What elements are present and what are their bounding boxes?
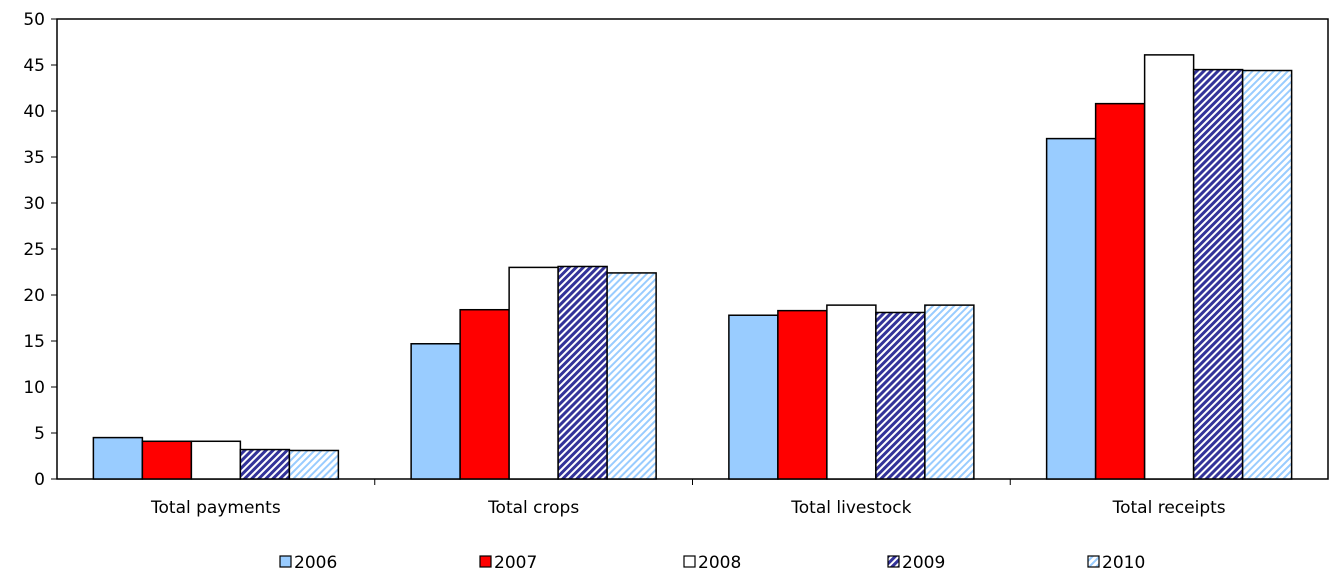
bar-2009-total-receipts — [1192, 68, 1244, 480]
y-tick-label: 20 — [23, 286, 45, 306]
x-category-label: Total livestock — [790, 498, 911, 518]
legend-item-2007: 2007 — [479, 553, 537, 573]
y-tick-label: 15 — [23, 332, 45, 352]
legend: 2006 2007 2008 2009 2010 — [279, 553, 1145, 573]
x-category-label: Total crops — [487, 498, 579, 518]
legend-item-2009: 2009 — [887, 553, 945, 573]
y-tick-label: 5 — [34, 424, 45, 444]
bar-2009-total-livestock — [875, 311, 926, 480]
y-axis: 0 5 10 15 20 25 30 35 40 45 50 — [23, 10, 57, 490]
bar-2007-total-crops — [459, 308, 510, 480]
legend-label: 2007 — [494, 553, 537, 573]
x-category-label: Total receipts — [1112, 498, 1226, 518]
x-axis: Total payments Total crops Total livestock… — [150, 479, 1226, 518]
bar-2008-total-payments — [190, 440, 242, 480]
legend-label: 2006 — [294, 553, 337, 573]
x-category-label: Total payments — [150, 498, 281, 518]
y-tick-label: 35 — [23, 148, 45, 168]
bar-2007-total-payments — [141, 440, 193, 480]
bar-2008-total-livestock — [826, 304, 877, 480]
bar-2006-total-receipts — [1045, 137, 1097, 480]
y-tick-label: 50 — [23, 10, 45, 30]
bar-2010-total-crops — [606, 272, 657, 480]
legend-swatch — [683, 555, 696, 568]
legend-swatch — [1087, 555, 1100, 568]
y-tick-label: 40 — [23, 102, 45, 122]
legend-label: 2010 — [1102, 553, 1145, 573]
bar-2006-total-livestock — [728, 314, 779, 480]
legend-swatch — [279, 555, 292, 568]
legend-swatch — [887, 555, 900, 568]
bar-2009-total-crops — [557, 265, 608, 480]
bar-2006-total-payments — [92, 436, 144, 480]
bar-2010-total-receipts — [1241, 69, 1293, 480]
bar-2009-total-payments — [239, 448, 291, 480]
y-tick-label: 0 — [34, 470, 45, 490]
legend-label: 2008 — [698, 553, 741, 573]
legend-item-2006: 2006 — [279, 553, 337, 573]
legend-item-2008: 2008 — [683, 553, 741, 573]
legend-item-2010: 2010 — [1087, 553, 1145, 573]
legend-swatch — [479, 555, 492, 568]
bar-2007-total-livestock — [777, 309, 828, 480]
y-tick-label: 10 — [23, 378, 45, 398]
bar-2010-total-payments — [288, 449, 340, 480]
y-tick-label: 45 — [23, 56, 45, 76]
bar-2010-total-livestock — [924, 304, 975, 480]
bar-2007-total-receipts — [1094, 102, 1146, 480]
y-tick-label: 30 — [23, 194, 45, 214]
plot-area — [56, 18, 1329, 480]
bar-2006-total-crops — [410, 343, 461, 480]
legend-label: 2009 — [902, 553, 945, 573]
bar-2008-total-crops — [508, 266, 559, 480]
y-tick-label: 25 — [23, 240, 45, 260]
bar-2008-total-receipts — [1143, 54, 1195, 480]
